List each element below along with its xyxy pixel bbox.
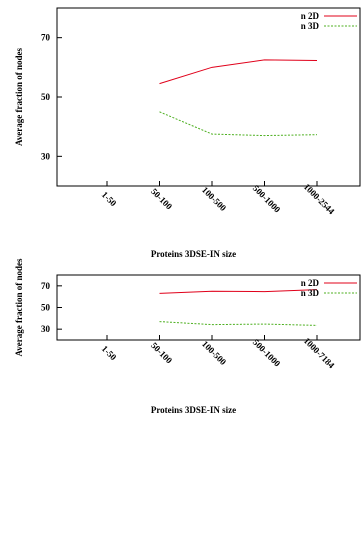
y-tick-label: 50 (41, 92, 51, 102)
y-axis-title: Average fraction of nodes (14, 258, 24, 357)
x-tick-label: 500-1000 (251, 183, 283, 215)
x-axis-title: Proteins 3DSE-IN size (151, 249, 236, 259)
y-tick-label: 30 (41, 151, 51, 161)
chart-bottom: 30 50 70 1-50 50-100 100-500 500-1000 1000-7184… (14, 258, 361, 415)
y-tick-label: 30 (41, 324, 51, 334)
legend-label: n 2D (301, 11, 320, 21)
y-axis-title: Average fraction of nodes (14, 47, 24, 146)
x-tick-label: 100-500 (200, 185, 229, 214)
plot-frame (56, 7, 361, 187)
x-tick-label: 1000-7184 (302, 336, 337, 371)
series-line-n-2d (159, 59, 318, 85)
y-tick-label: 70 (41, 281, 51, 291)
series-line-n-2d (159, 289, 318, 294)
x-tick-label: 1-50 (100, 190, 119, 209)
x-tick-label: 50-100 (149, 340, 174, 365)
x-tick-label: 50-100 (149, 186, 174, 211)
x-tick-label: 1000-2544 (302, 182, 337, 217)
series-line-n-3d (159, 111, 318, 137)
y-tick-label: 70 (41, 33, 51, 43)
legend-label: n 3D (301, 21, 320, 31)
chart-top: 30 50 70 1-50 50-100 100-500 500-1000 1000-2544… (14, 7, 361, 259)
y-tick-label: 50 (41, 303, 51, 313)
x-tick-label: 100-500 (200, 339, 229, 368)
x-axis-title: Proteins 3DSE-IN size (151, 405, 236, 415)
x-tick-label: 500-1000 (251, 337, 283, 369)
legend-label: n 3D (301, 288, 320, 298)
x-tick-label: 1-50 (100, 344, 119, 363)
legend-label: n 2D (301, 278, 320, 288)
series-line-n-3d (159, 321, 318, 326)
